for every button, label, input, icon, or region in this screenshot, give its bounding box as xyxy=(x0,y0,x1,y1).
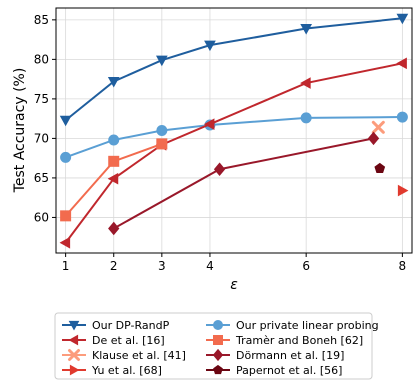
legend-label: De et al. [16] xyxy=(92,334,165,347)
axis-ticks: 1 2 3 4 6 8 60 65 70 75 80 85 xyxy=(34,13,406,273)
data-point xyxy=(396,13,409,25)
series-line xyxy=(64,17,403,122)
legend-item-de-et-al-16: De et al. [16] xyxy=(62,334,165,347)
legend-marker xyxy=(213,364,223,375)
y-tick-label: 85 xyxy=(34,13,49,27)
legend-marker xyxy=(69,364,80,376)
data-point xyxy=(59,115,72,127)
data-point xyxy=(396,111,408,123)
legend-item-papernot-et-al-56: Papernot et al. [56] xyxy=(206,364,342,377)
data-point xyxy=(374,162,386,173)
x-axis-label: ε xyxy=(230,277,238,293)
data-point xyxy=(396,57,407,70)
data-point xyxy=(108,134,120,146)
data-point xyxy=(397,184,409,197)
series-papernot-et-al-56 xyxy=(374,162,386,173)
data-point xyxy=(300,112,312,124)
legend-item-d-rmann-et-al-19: Dörmann et al. [19] xyxy=(206,348,344,362)
y-tick-label: 65 xyxy=(34,171,49,185)
legend-item-klause-et-al-41: Klause et al. [41] xyxy=(62,349,186,362)
legend-label: Our DP-RandP xyxy=(92,319,170,332)
data-point xyxy=(60,210,72,222)
series-d-rmann-et-al-19 xyxy=(108,131,380,236)
x-tick-label: 4 xyxy=(206,259,214,273)
series-line xyxy=(65,116,403,159)
data-point xyxy=(108,155,120,167)
y-tick-label: 70 xyxy=(34,131,49,145)
data-point xyxy=(213,162,226,177)
legend-marker xyxy=(213,335,223,345)
x-tick-label: 2 xyxy=(110,259,118,273)
series-tram-r-and-boneh-62 xyxy=(60,138,168,222)
legend-marker xyxy=(68,349,80,361)
data-point xyxy=(60,151,72,163)
legend-marker xyxy=(213,320,223,330)
legend-box xyxy=(54,312,373,380)
legend-item-tram-r-and-boneh-62: Tramèr and Boneh [62] xyxy=(206,334,363,347)
series-line xyxy=(64,62,403,244)
data-point xyxy=(107,77,120,88)
x-tick-label: 3 xyxy=(158,259,166,273)
legend-label: Tramèr and Boneh [62] xyxy=(235,334,363,347)
data-point xyxy=(300,24,313,35)
y-tick-label: 60 xyxy=(34,210,49,224)
legend-marker xyxy=(212,348,224,362)
legend-item-our-dp-randp: Our DP-RandP xyxy=(62,319,170,332)
legend-label: Dörmann et al. [19] xyxy=(236,349,344,362)
x-tick-label: 1 xyxy=(62,259,70,273)
data-point xyxy=(155,55,168,67)
legend-label: Papernot et al. [56] xyxy=(236,364,342,377)
legend-label: Yu et al. [68] xyxy=(91,364,162,377)
legend: Our DP-RandP Our private linear probing De… xyxy=(54,312,379,380)
data-point xyxy=(156,125,168,136)
data-point xyxy=(371,120,385,134)
x-tick-label: 6 xyxy=(302,259,310,273)
x-tick-label: 8 xyxy=(399,259,407,273)
data-point xyxy=(204,40,216,52)
series-layer xyxy=(59,13,409,249)
plot-frame xyxy=(55,7,413,254)
legend-label: Our private linear probing xyxy=(236,319,379,332)
data-point xyxy=(156,138,168,150)
legend-marker xyxy=(68,320,80,331)
y-tick-label: 80 xyxy=(34,52,49,66)
legend-item-yu-et-al-68: Yu et al. [68] xyxy=(62,364,162,377)
series-klause-et-al-41 xyxy=(371,120,385,134)
series-yu-et-al-68 xyxy=(397,184,409,197)
legend-item-our-private-linear-probing: Our private linear probing xyxy=(206,319,379,332)
y-tick-label: 75 xyxy=(34,92,49,106)
legend-label: Klause et al. [41] xyxy=(92,349,186,362)
data-point xyxy=(108,221,120,236)
data-point xyxy=(59,236,71,249)
data-point xyxy=(367,131,380,146)
y-axis-label: Test Accuracy (%) xyxy=(12,68,28,194)
series-our-dp-randp xyxy=(59,13,409,127)
legend-marker xyxy=(68,334,79,346)
data-point xyxy=(203,118,215,131)
data-point xyxy=(300,77,311,89)
data-point xyxy=(107,172,119,185)
